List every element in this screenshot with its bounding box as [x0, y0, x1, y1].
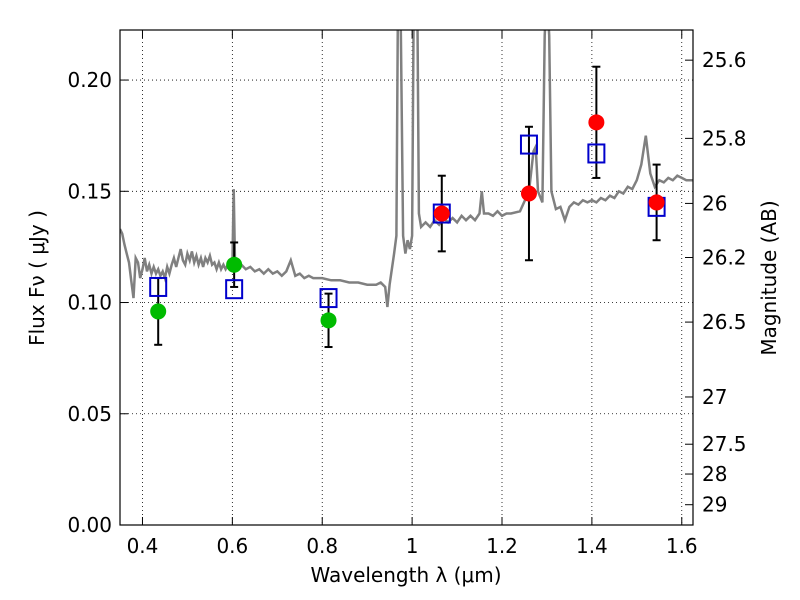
- right-tick-label: 29: [702, 493, 727, 517]
- observed-point: [588, 114, 605, 131]
- axis-ticks: 0.4 0.6 0.8 1 1.2 1.4 1.6 0.00 0.05 0.10 0.15 0.20 2…: [67, 30, 747, 558]
- observed-point: [433, 205, 450, 222]
- right-tick-label: 27: [702, 385, 727, 409]
- right-tick-label: 28: [702, 462, 727, 486]
- y-tick-label: 0.15: [67, 179, 112, 203]
- x-axis-label: Wavelength λ (μm): [310, 563, 501, 587]
- model-square: [519, 134, 538, 155]
- y-tick-label: 0.05: [67, 402, 112, 426]
- observed-points: [150, 114, 665, 329]
- axes-frame: [119, 29, 694, 526]
- y-tick-label: 0.10: [67, 291, 112, 315]
- right-tick-label: 27.5: [702, 432, 747, 456]
- right-tick-label: 25.8: [702, 126, 747, 150]
- observed-point: [150, 303, 167, 320]
- x-tick-label: 0.6: [216, 534, 248, 558]
- right-tick-label: 26: [702, 191, 727, 215]
- observed-point: [520, 185, 537, 202]
- right-tick-label: 26.2: [702, 246, 747, 270]
- x-tick-label: 1.4: [576, 534, 608, 558]
- y-axis-label: Flux Fν ( μJy ): [25, 210, 49, 346]
- model-square: [149, 276, 168, 297]
- model-sed-line: [120, 30, 693, 308]
- x-tick-label: 1.6: [666, 534, 698, 558]
- x-tick-label: 1: [406, 534, 419, 558]
- observed-point: [320, 312, 337, 329]
- x-tick-label: 1.2: [486, 534, 518, 558]
- model-square: [587, 143, 606, 164]
- right-axis-label: Magnitude (AB): [757, 200, 781, 355]
- y-tick-label: 0.00: [67, 513, 112, 537]
- plot-area: [120, 30, 693, 349]
- observed-point: [648, 194, 665, 211]
- model-photometry-squares: [149, 134, 666, 309]
- y-tick-label: 0.20: [67, 68, 112, 92]
- x-tick-label: 0.4: [127, 534, 159, 558]
- observed-point: [226, 256, 243, 273]
- right-tick-label: 26.5: [702, 310, 747, 334]
- right-tick-label: 25.6: [702, 48, 747, 72]
- model-square: [225, 279, 244, 300]
- model-square: [319, 288, 338, 309]
- grid: [120, 30, 693, 526]
- x-tick-label: 0.8: [306, 534, 338, 558]
